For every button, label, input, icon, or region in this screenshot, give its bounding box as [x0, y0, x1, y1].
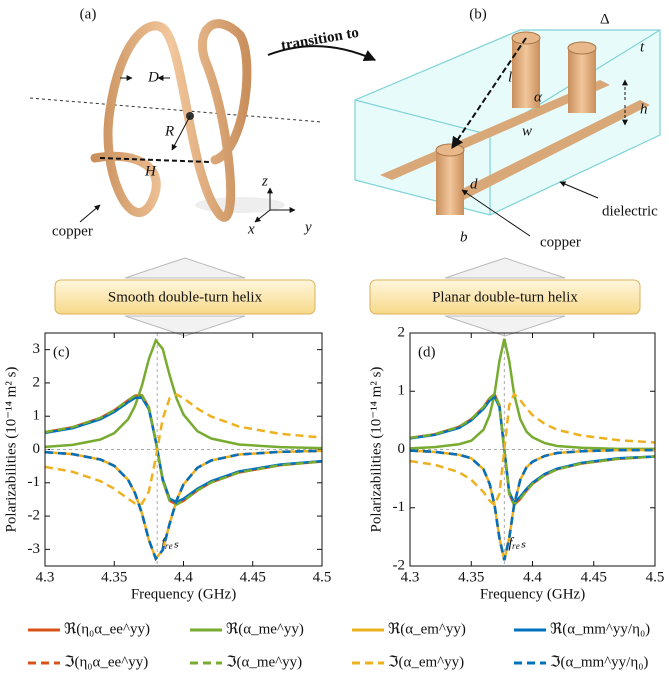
- legend-label: ℜ(η₀α_ee^yy): [64, 621, 150, 637]
- legend: ℜ(η₀α_ee^yy) ℜ(α_me^yy) ℜ(α_em^yy) ℜ(α_mm^y…: [28, 621, 650, 670]
- y-tick-label: -1: [28, 474, 41, 490]
- x-axis-label: Frequency (GHz): [480, 586, 585, 602]
- diagram-label: b: [460, 229, 468, 245]
- series-line: [45, 451, 322, 559]
- x-tick-label: 4.3: [401, 569, 420, 585]
- diagram-label: copper: [52, 223, 93, 239]
- y-tick-label: 0: [398, 441, 406, 457]
- legend-label: ℑ(α_mm^yy/η₀): [550, 654, 648, 670]
- panel-label: (a): [80, 6, 97, 22]
- diagram-label: Δ: [600, 11, 610, 27]
- panel-label: (d): [418, 344, 436, 360]
- y-axis-label: Polarizabilities (10⁻¹⁴ m² s): [368, 367, 384, 533]
- diagram-label: w: [522, 123, 532, 139]
- diagram-label: d: [470, 176, 478, 192]
- x-tick-label: 4.45: [240, 569, 266, 585]
- legend-label: ℜ(α_em^yy): [388, 621, 466, 637]
- x-tick-label: 4.4: [523, 569, 542, 585]
- diagram-label: H: [144, 163, 157, 179]
- diagram-label: l: [508, 69, 512, 85]
- y-tick-label: 0: [33, 441, 41, 457]
- y-tick-label: -1: [393, 499, 406, 515]
- diagram-label: R: [164, 123, 174, 139]
- x-tick-label: 4.35: [458, 569, 484, 585]
- annotation: fᵣₑₛ: [508, 535, 526, 551]
- legend-label: ℑ(α_me^yy): [226, 654, 302, 670]
- series-line: [45, 340, 322, 448]
- diagram-label: copper: [540, 234, 581, 250]
- y-tick-label: 1: [398, 383, 406, 399]
- y-axis-label: Polarizabilities (10⁻¹⁴ m² s): [3, 367, 19, 533]
- series-line: [410, 450, 655, 560]
- panel-label: (c): [53, 344, 70, 360]
- x-tick-label: 4.4: [174, 569, 193, 585]
- helix-drawing: [30, 24, 375, 222]
- y-tick-label: 3: [33, 341, 41, 357]
- banner-label: Smooth double-turn helix: [108, 289, 263, 305]
- diagram-label: h: [640, 101, 648, 117]
- x-axis-label: Frequency (GHz): [131, 586, 236, 602]
- legend-label: ℑ(α_em^yy): [388, 654, 464, 670]
- diagram-label: z: [261, 173, 268, 189]
- banner-label: Planar double-turn helix: [432, 289, 578, 305]
- x-tick-label: 4.45: [581, 569, 607, 585]
- y-tick-label: -2: [28, 508, 41, 524]
- diagram-label: D: [147, 69, 159, 85]
- legend-label: ℜ(α_mm^yy/η₀): [550, 621, 650, 637]
- diagram-label: x: [247, 221, 255, 237]
- x-tick-label: 4.35: [101, 569, 127, 585]
- diagram-label: α: [534, 89, 543, 105]
- panel-label: (b): [469, 6, 487, 22]
- x-tick-label: 4.5: [313, 569, 332, 585]
- x-tick-label: 4.3: [36, 569, 55, 585]
- series-line: [410, 450, 655, 560]
- diagram-label: y: [303, 219, 312, 235]
- legend-label: ℜ(α_me^yy): [226, 621, 304, 637]
- series-line: [45, 451, 322, 559]
- y-tick-label: 2: [33, 374, 41, 390]
- y-tick-label: 2: [398, 324, 406, 340]
- series-line: [45, 451, 322, 559]
- y-tick-label: -3: [28, 541, 41, 557]
- series-line: [410, 450, 655, 560]
- diagram-label: dielectric: [602, 203, 658, 219]
- legend-label: ℑ(η₀α_ee^yy): [64, 654, 148, 670]
- x-tick-label: 4.5: [646, 569, 665, 585]
- y-tick-label: 1: [33, 408, 41, 424]
- figure: (a)(b)transition toDRHzxycopperΔtlαhwddi…: [0, 0, 669, 690]
